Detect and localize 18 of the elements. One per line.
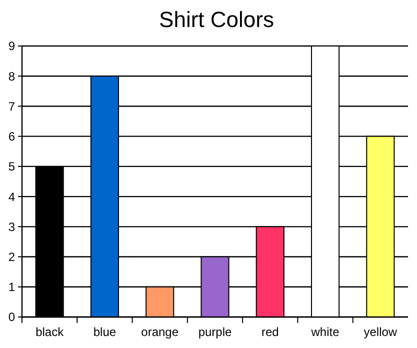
chart-title: Shirt Colors [159, 7, 274, 32]
y-tick-label: 6 [8, 130, 16, 144]
x-tick-label: white [310, 325, 340, 339]
x-tick-label: blue [93, 325, 116, 339]
y-tick-label: 2 [8, 250, 16, 264]
x-tick-label: black [36, 325, 65, 339]
x-tick-label: yellow [364, 325, 398, 339]
x-tick-label: purple [198, 325, 232, 339]
y-tick-label: 4 [8, 190, 16, 204]
y-tick-label: 5 [8, 160, 16, 174]
y-tick-label: 9 [8, 39, 16, 54]
y-tick-label: 7 [8, 99, 16, 114]
y-tick-label: 3 [8, 220, 16, 234]
y-tick-label: 0 [8, 310, 16, 324]
y-tick-label: 1 [8, 280, 16, 294]
x-tick-label: red [261, 325, 279, 339]
y-tick-label: 8 [8, 69, 16, 84]
x-tick-label: orange [141, 325, 179, 339]
